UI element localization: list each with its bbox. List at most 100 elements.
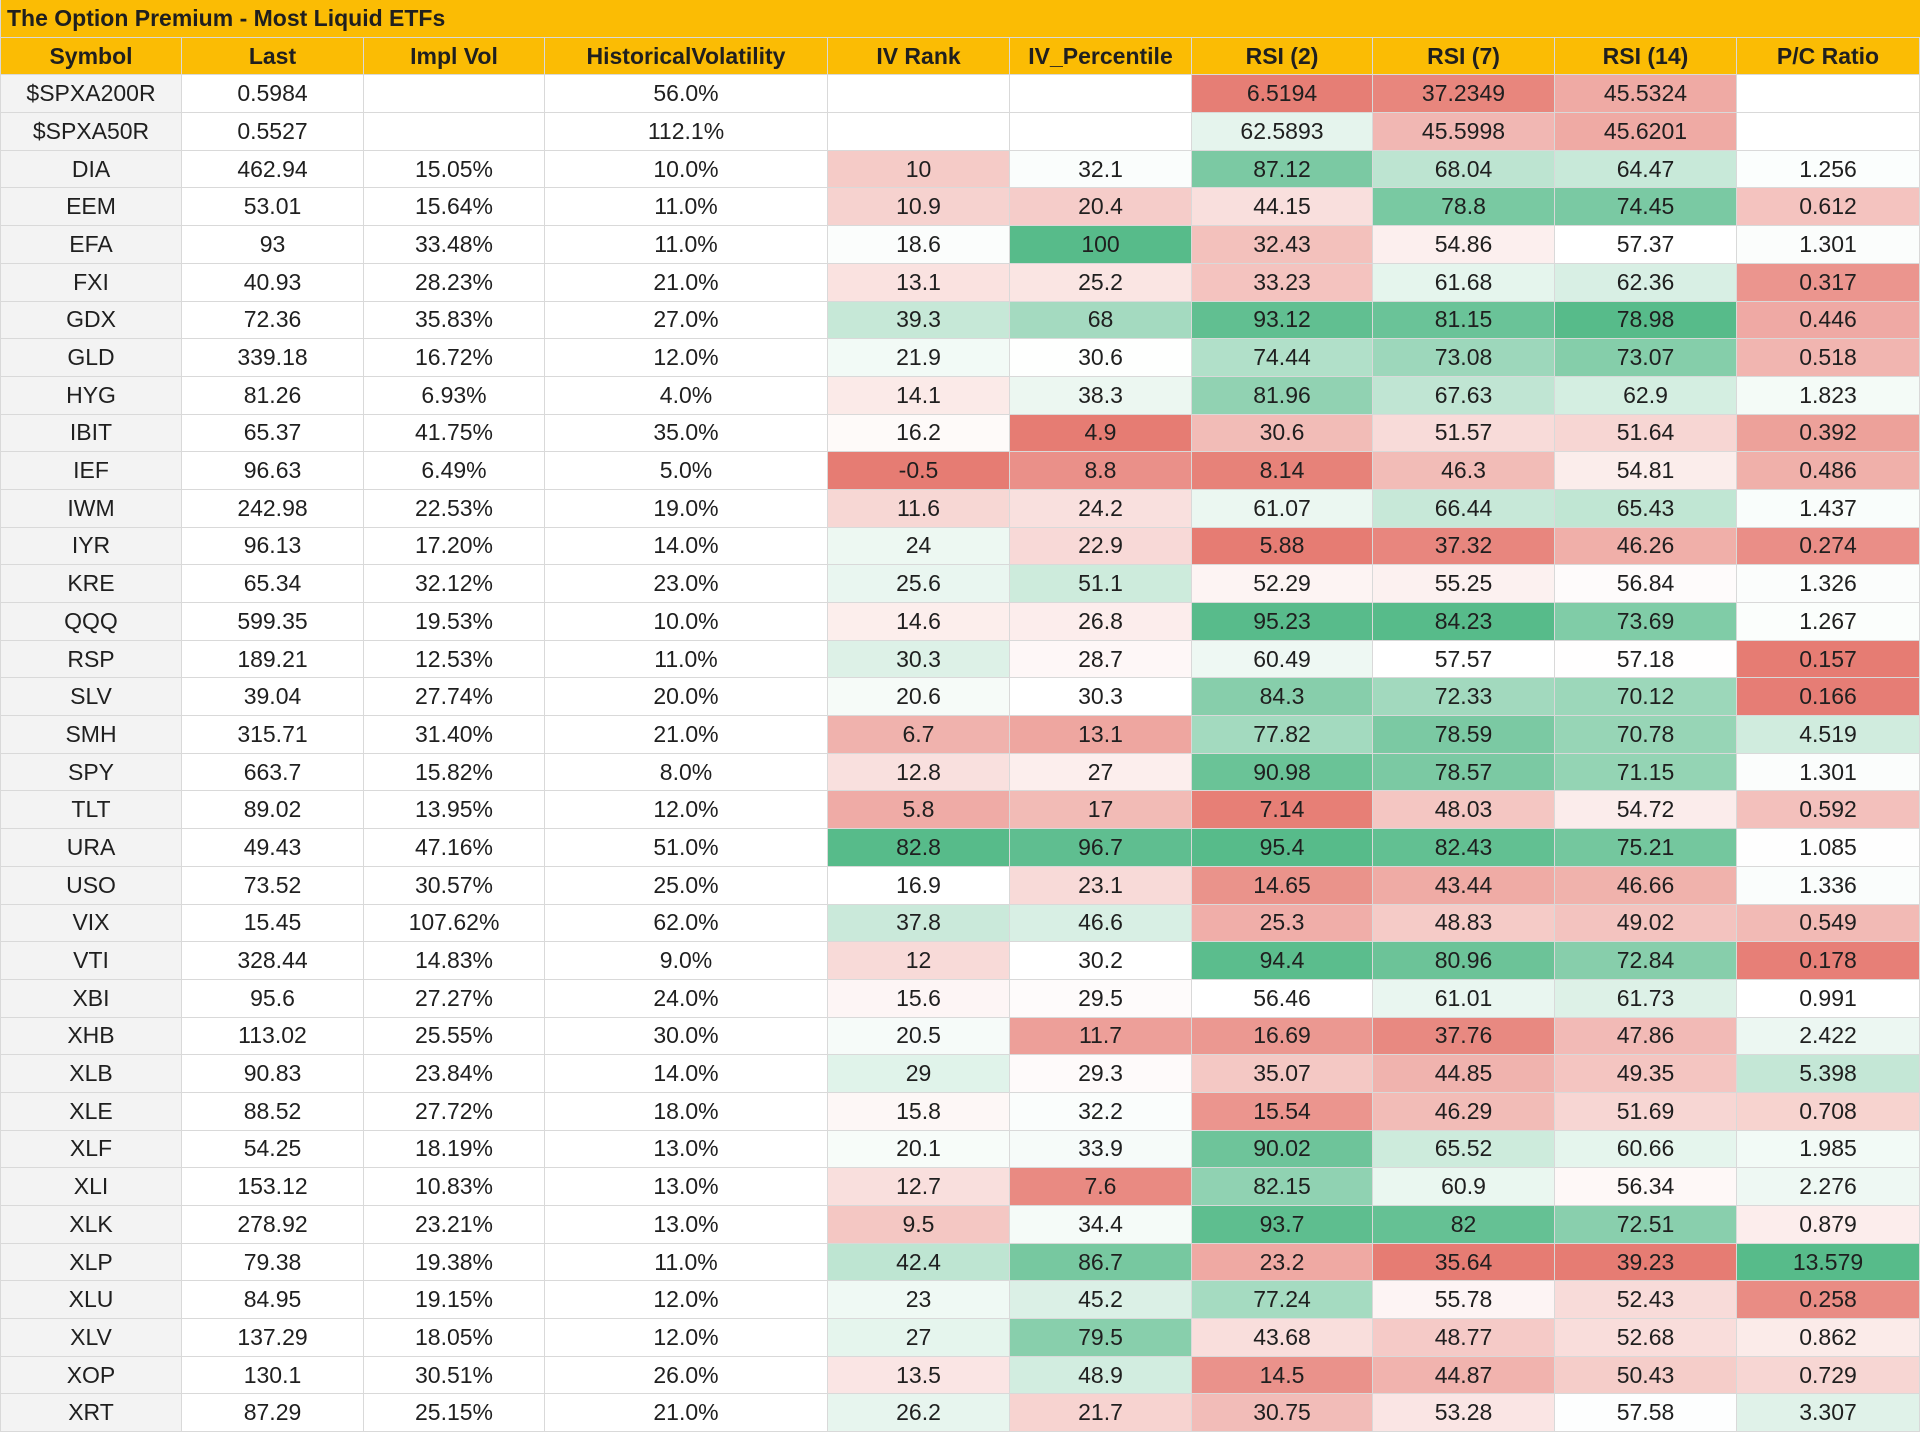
cell-pc-ratio[interactable]: 1.823 (1737, 376, 1920, 415)
cell-rsi-2[interactable]: 44.15 (1192, 188, 1373, 227)
cell-rsi-7[interactable]: 37.32 (1373, 527, 1555, 566)
cell-rsi-2[interactable]: 14.65 (1192, 866, 1373, 905)
cell-rsi-2[interactable]: 6.5194 (1192, 75, 1373, 114)
cell-symbol[interactable]: XBI (0, 979, 182, 1018)
cell-last[interactable]: 39.04 (182, 678, 364, 717)
cell-impl-vol[interactable]: 22.53% (364, 489, 545, 528)
cell-iv-rank[interactable]: 14.6 (828, 603, 1010, 641)
cell-rsi-14[interactable]: 45.6201 (1555, 113, 1737, 151)
cell-impl-vol[interactable] (364, 75, 545, 114)
cell-rsi-2[interactable]: 30.75 (1192, 1394, 1373, 1433)
cell-last[interactable]: 87.29 (182, 1394, 364, 1433)
cell-rsi-14[interactable]: 64.47 (1555, 150, 1737, 189)
cell-rsi-2[interactable]: 5.88 (1192, 527, 1373, 566)
cell-pc-ratio[interactable]: 0.879 (1737, 1206, 1920, 1244)
cell-impl-vol[interactable]: 12.53% (364, 640, 545, 679)
cell-rsi-14[interactable]: 74.45 (1555, 188, 1737, 227)
cell-last[interactable]: 93 (182, 226, 364, 264)
cell-pc-ratio[interactable]: 1.336 (1737, 866, 1920, 905)
cell-symbol[interactable]: SPY (0, 753, 182, 792)
cell-pc-ratio[interactable] (1737, 75, 1920, 114)
cell-rsi-7[interactable]: 51.57 (1373, 414, 1555, 453)
cell-symbol[interactable]: XLE (0, 1092, 182, 1131)
cell-historical-volatility[interactable]: 4.0% (545, 376, 828, 415)
cell-rsi-2[interactable]: 60.49 (1192, 640, 1373, 679)
cell-impl-vol[interactable]: 23.84% (364, 1055, 545, 1093)
cell-rsi-7[interactable]: 48.77 (1373, 1319, 1555, 1357)
cell-rsi-7[interactable]: 80.96 (1373, 942, 1555, 980)
cell-rsi-14[interactable]: 56.84 (1555, 565, 1737, 603)
cell-last[interactable]: 81.26 (182, 376, 364, 415)
cell-symbol[interactable]: IWM (0, 489, 182, 528)
cell-rsi-7[interactable]: 73.08 (1373, 339, 1555, 377)
cell-iv-percentile[interactable]: 22.9 (1010, 527, 1192, 566)
cell-iv-percentile[interactable]: 28.7 (1010, 640, 1192, 679)
cell-iv-rank[interactable]: 21.9 (828, 339, 1010, 377)
cell-last[interactable]: 130.1 (182, 1356, 364, 1395)
cell-pc-ratio[interactable]: 1.985 (1737, 1130, 1920, 1169)
cell-rsi-14[interactable]: 57.18 (1555, 640, 1737, 679)
cell-iv-percentile[interactable]: 30.6 (1010, 339, 1192, 377)
cell-rsi-2[interactable]: 74.44 (1192, 339, 1373, 377)
cell-pc-ratio[interactable]: 13.579 (1737, 1243, 1920, 1282)
cell-rsi-14[interactable]: 51.69 (1555, 1092, 1737, 1131)
cell-symbol[interactable]: XLV (0, 1319, 182, 1357)
cell-last[interactable]: 315.71 (182, 716, 364, 754)
cell-iv-percentile[interactable]: 13.1 (1010, 716, 1192, 754)
cell-rsi-2[interactable]: 23.2 (1192, 1243, 1373, 1282)
cell-historical-volatility[interactable]: 26.0% (545, 1356, 828, 1395)
cell-impl-vol[interactable]: 27.27% (364, 979, 545, 1018)
cell-iv-percentile[interactable]: 11.7 (1010, 1017, 1192, 1056)
cell-rsi-7[interactable]: 82.43 (1373, 829, 1555, 867)
cell-historical-volatility[interactable]: 14.0% (545, 527, 828, 566)
cell-impl-vol[interactable]: 41.75% (364, 414, 545, 453)
cell-historical-volatility[interactable]: 21.0% (545, 1394, 828, 1433)
cell-impl-vol[interactable]: 18.19% (364, 1130, 545, 1169)
cell-rsi-7[interactable]: 60.9 (1373, 1168, 1555, 1206)
cell-iv-percentile[interactable]: 8.8 (1010, 452, 1192, 490)
cell-rsi-7[interactable]: 61.01 (1373, 979, 1555, 1018)
cell-rsi-7[interactable]: 55.78 (1373, 1281, 1555, 1320)
cell-rsi-14[interactable]: 52.43 (1555, 1281, 1737, 1320)
cell-iv-rank[interactable]: 10 (828, 150, 1010, 189)
cell-iv-rank[interactable]: 24 (828, 527, 1010, 566)
cell-pc-ratio[interactable]: 1.085 (1737, 829, 1920, 867)
cell-pc-ratio[interactable] (1737, 113, 1920, 151)
cell-impl-vol[interactable]: 30.57% (364, 866, 545, 905)
cell-last[interactable]: 95.6 (182, 979, 364, 1018)
cell-rsi-7[interactable]: 37.76 (1373, 1017, 1555, 1056)
cell-impl-vol[interactable]: 32.12% (364, 565, 545, 603)
cell-symbol[interactable]: SMH (0, 716, 182, 754)
cell-pc-ratio[interactable]: 2.276 (1737, 1168, 1920, 1206)
cell-rsi-2[interactable]: 16.69 (1192, 1017, 1373, 1056)
column-header-rsi-14[interactable]: RSI (14) (1555, 37, 1737, 76)
cell-symbol[interactable]: IBIT (0, 414, 182, 453)
cell-impl-vol[interactable]: 27.74% (364, 678, 545, 717)
cell-symbol[interactable]: $SPXA50R (0, 113, 182, 151)
cell-rsi-2[interactable]: 8.14 (1192, 452, 1373, 490)
cell-rsi-7[interactable]: 54.86 (1373, 226, 1555, 264)
cell-iv-percentile[interactable]: 29.5 (1010, 979, 1192, 1018)
cell-iv-percentile[interactable]: 68 (1010, 301, 1192, 340)
cell-last[interactable]: 242.98 (182, 489, 364, 528)
cell-iv-rank[interactable]: 11.6 (828, 489, 1010, 528)
cell-impl-vol[interactable]: 107.62% (364, 904, 545, 943)
cell-rsi-7[interactable]: 43.44 (1373, 866, 1555, 905)
cell-rsi-2[interactable]: 35.07 (1192, 1055, 1373, 1093)
cell-iv-percentile[interactable]: 29.3 (1010, 1055, 1192, 1093)
cell-last[interactable]: 90.83 (182, 1055, 364, 1093)
cell-rsi-2[interactable]: 14.5 (1192, 1356, 1373, 1395)
column-header-pc-ratio[interactable]: P/C Ratio (1737, 37, 1920, 76)
cell-rsi-2[interactable]: 30.6 (1192, 414, 1373, 453)
cell-pc-ratio[interactable]: 0.178 (1737, 942, 1920, 980)
cell-last[interactable]: 49.43 (182, 829, 364, 867)
cell-iv-percentile[interactable]: 34.4 (1010, 1206, 1192, 1244)
cell-rsi-14[interactable]: 62.36 (1555, 263, 1737, 302)
cell-iv-rank[interactable]: 20.5 (828, 1017, 1010, 1056)
cell-rsi-2[interactable]: 7.14 (1192, 791, 1373, 830)
cell-last[interactable]: 79.38 (182, 1243, 364, 1282)
cell-iv-rank[interactable]: 13.5 (828, 1356, 1010, 1395)
cell-symbol[interactable]: XLI (0, 1168, 182, 1206)
cell-rsi-7[interactable]: 72.33 (1373, 678, 1555, 717)
cell-impl-vol[interactable]: 28.23% (364, 263, 545, 302)
